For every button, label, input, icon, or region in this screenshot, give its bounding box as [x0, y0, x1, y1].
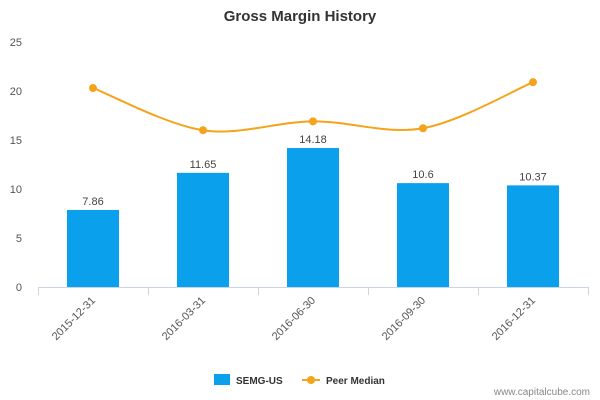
legend-swatch-semg: [214, 374, 230, 385]
peer-median-point: [199, 126, 207, 135]
bar: [287, 148, 339, 287]
y-tick-label: 10: [10, 184, 22, 196]
x-tick-label: 2016-06-30: [270, 295, 318, 343]
x-tick-label: 2015-12-31: [50, 295, 98, 343]
bar-data-label: 7.86: [82, 196, 103, 208]
bar-data-label: 11.65: [190, 159, 217, 171]
y-tick-label: 0: [16, 282, 22, 294]
peer-median-point: [529, 78, 537, 87]
y-tick-label: 25: [10, 37, 22, 49]
x-tick-label: 2016-03-31: [160, 295, 208, 343]
legend-swatch-peer-marker: [307, 376, 315, 384]
chart-title: Gross Margin History: [224, 8, 377, 25]
legend: SEMG-US Peer Median: [214, 374, 385, 387]
bar: [397, 183, 449, 287]
x-tick-label: 2016-12-31: [490, 295, 538, 343]
watermark: www.capitalcube.com: [493, 387, 590, 398]
legend-label-peer: Peer Median: [326, 376, 385, 387]
line-series: [89, 78, 537, 135]
y-tick-label: 15: [10, 135, 22, 147]
bar-data-label: 14.18: [299, 134, 327, 146]
peer-median-point: [89, 84, 97, 93]
bar: [507, 185, 559, 287]
bar-data-label: 10.6: [412, 169, 433, 181]
y-axis: 0 5 10 15 20 25: [10, 37, 22, 294]
bar-data-label: 10.37: [519, 171, 547, 183]
y-tick-label: 5: [16, 233, 22, 245]
peer-median-point: [419, 124, 427, 133]
peer-median-point: [309, 117, 317, 126]
bar: [67, 209, 119, 287]
legend-label-semg: SEMG-US: [236, 376, 283, 387]
y-tick-label: 20: [10, 86, 22, 98]
bar-series: 7.86 11.65 14.18 10.6 10.37: [67, 134, 559, 287]
x-tick-label: 2016-09-30: [380, 295, 428, 343]
x-axis: 2015-12-31 2016-03-31 2016-06-30 2016-09-30…: [38, 287, 589, 343]
bar: [177, 172, 229, 287]
